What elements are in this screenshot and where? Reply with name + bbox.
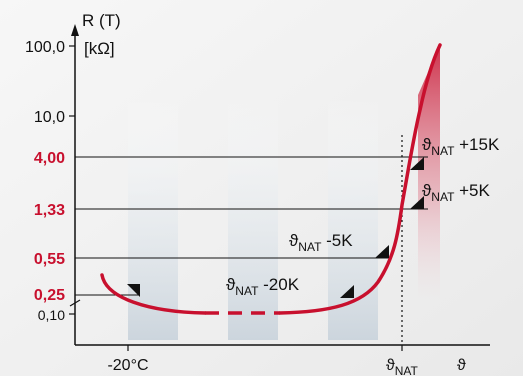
annotation-plus5k: ϑNAT +5K [422,181,491,204]
x-axis-symbol: ϑ [457,357,466,374]
temperature-band [328,95,378,340]
y-tick-label: 0,25 [34,287,65,304]
resistance-curve-right [278,43,442,315]
resistance-curve-left [100,273,207,315]
y-tick-label: 100,0 [25,39,65,56]
marker-plus5k [410,196,424,209]
red-gradient-band [418,45,440,300]
y-axis-label-line1: R (T) [82,11,121,30]
temperature-band [228,95,278,340]
marker-minus20k [127,284,140,297]
marker-minus5k [375,245,389,258]
annotation-minus20k: ϑNAT -20K [226,275,300,298]
y-tick-label: 10,0 [34,109,65,126]
y-tick-label: 4,00 [34,150,65,167]
y-tick-label: 1,33 [34,202,65,219]
y-axis-arrow [71,24,79,36]
y-axis-label-line2: [kΩ] [84,39,115,58]
temperature-band [128,95,178,340]
marker-plus15k [410,157,424,170]
x-tick-label-nat: ϑNAT [386,357,419,376]
y-tick-label: 0,10 [38,307,65,323]
annotation-plus15k: ϑNAT +15K [422,135,500,158]
y-tick-label: 0,55 [34,251,65,268]
marker-minus20k-curve [340,285,354,298]
y-axis-break [69,299,81,307]
x-tick-label-minus20: -20°C [107,357,148,374]
annotation-minus5k: ϑNAT -5K [289,231,353,254]
